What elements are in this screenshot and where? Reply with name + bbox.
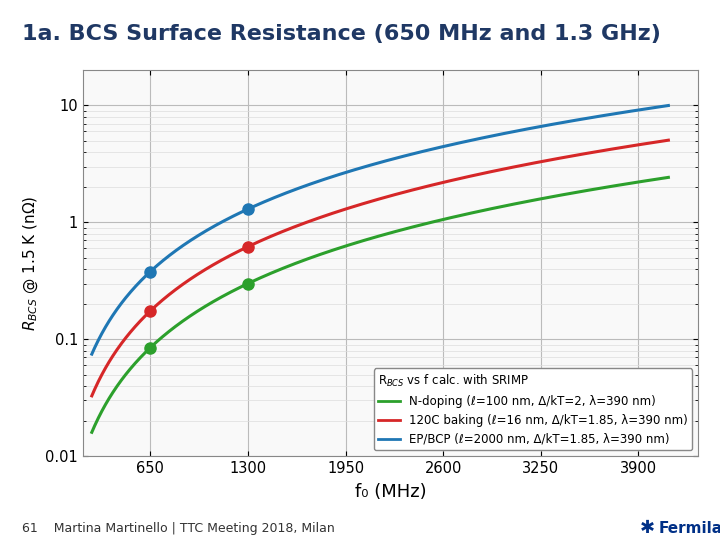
Text: ✱: ✱: [639, 519, 654, 537]
Text: Fermilab: Fermilab: [659, 521, 720, 536]
Y-axis label: $R_{BCS}$ @ 1.5 K (n$\Omega$): $R_{BCS}$ @ 1.5 K (n$\Omega$): [21, 195, 40, 331]
Text: 1a. BCS Surface Resistance (650 MHz and 1.3 GHz): 1a. BCS Surface Resistance (650 MHz and …: [22, 24, 660, 44]
Text: 61    Martina Martinello | TTC Meeting 2018, Milan: 61 Martina Martinello | TTC Meeting 2018…: [22, 522, 334, 535]
X-axis label: f₀ (MHz): f₀ (MHz): [355, 483, 426, 501]
Legend: N-doping (ℓ=100 nm, Δ/kT=2, λ=390 nm), 120C baking (ℓ=16 nm, Δ/kT=1.85, λ=390 nm: N-doping (ℓ=100 nm, Δ/kT=2, λ=390 nm), 1…: [374, 368, 693, 450]
